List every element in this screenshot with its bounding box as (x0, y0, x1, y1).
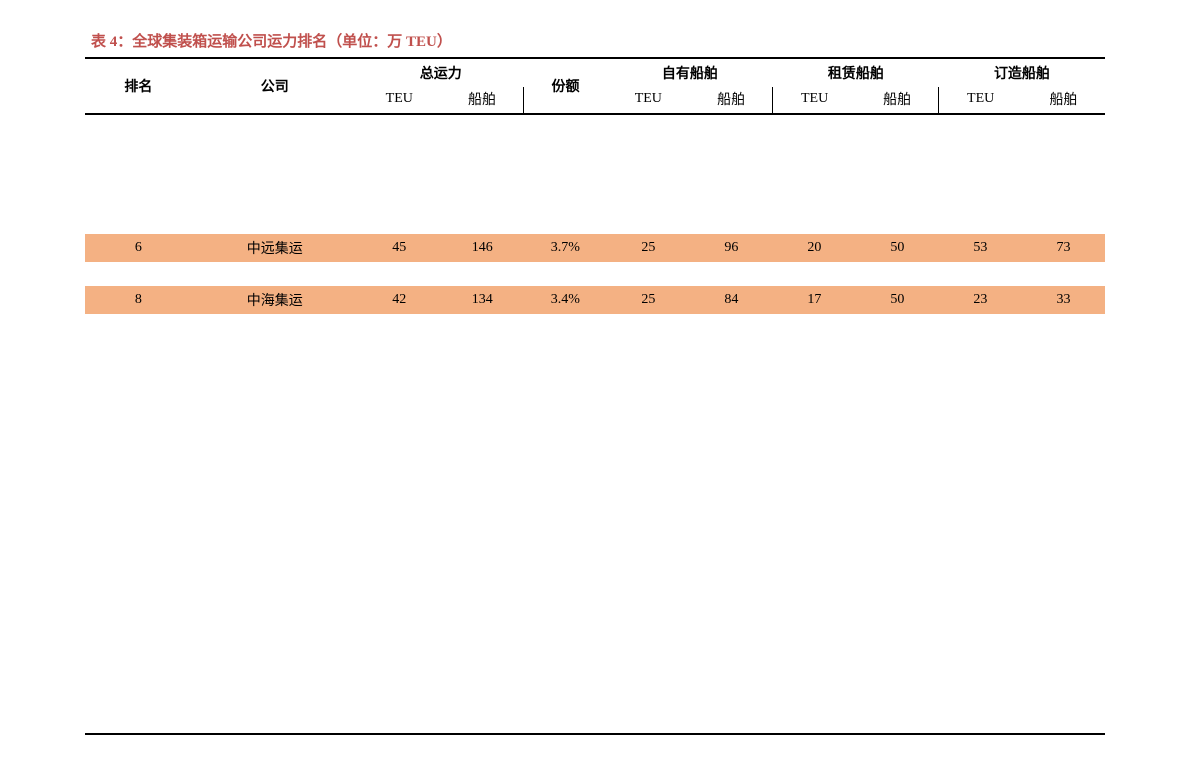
subcol-leased-teu: TEU (773, 87, 856, 114)
cell-owned-ships: 84 (690, 286, 773, 314)
cell-ordered-teu: 23 (939, 286, 1022, 314)
cell-company: 中远集运 (192, 234, 358, 262)
blank-row (85, 186, 1105, 210)
col-group-owned: 自有船舶 (607, 58, 773, 87)
cell-owned-ships: 96 (690, 234, 773, 262)
subcol-owned-ships: 船舶 (690, 87, 773, 114)
col-group-leased: 租赁船舶 (773, 58, 939, 87)
table-title: 表 4：全球集装箱运输公司运力排名（单位：万 TEU） (85, 30, 1105, 51)
subcol-leased-ships: 船舶 (856, 87, 939, 114)
cell-company: 中海集运 (192, 286, 358, 314)
cell-rank: 8 (85, 286, 192, 314)
blank-region (85, 314, 1105, 734)
col-share: 份额 (524, 58, 607, 114)
subcol-total-teu: TEU (358, 87, 441, 114)
blank-row (85, 210, 1105, 234)
cell-ordered-ships: 73 (1022, 234, 1105, 262)
cell-share: 3.4% (524, 286, 607, 314)
subcol-ordered-ships: 船舶 (1022, 87, 1105, 114)
cell-leased-teu: 17 (773, 286, 856, 314)
cell-total-teu: 42 (358, 286, 441, 314)
col-group-ordered: 订造船舶 (939, 58, 1105, 87)
cell-total-ships: 134 (441, 286, 524, 314)
blank-row (85, 262, 1105, 286)
capacity-ranking-table: 排名 公司 总运力 份额 自有船舶 租赁船舶 订造船舶 TEU 船舶 TEU 船… (85, 57, 1105, 735)
table-row: 8中海集运421343.4%258417502333 (85, 286, 1105, 314)
table-header: 排名 公司 总运力 份额 自有船舶 租赁船舶 订造船舶 TEU 船舶 TEU 船… (85, 58, 1105, 114)
cell-rank: 6 (85, 234, 192, 262)
table-row: 6中远集运451463.7%259620505373 (85, 234, 1105, 262)
cell-total-teu: 45 (358, 234, 441, 262)
subcol-ordered-teu: TEU (939, 87, 1022, 114)
cell-share: 3.7% (524, 234, 607, 262)
col-group-total: 总运力 (358, 58, 524, 87)
col-rank: 排名 (85, 58, 192, 114)
cell-leased-ships: 50 (856, 286, 939, 314)
cell-ordered-ships: 33 (1022, 286, 1105, 314)
cell-leased-ships: 50 (856, 234, 939, 262)
subcol-owned-teu: TEU (607, 87, 690, 114)
cell-owned-teu: 25 (607, 234, 690, 262)
blank-row (85, 162, 1105, 186)
cell-leased-teu: 20 (773, 234, 856, 262)
blank-row (85, 114, 1105, 138)
cell-total-ships: 146 (441, 234, 524, 262)
col-company: 公司 (192, 58, 358, 114)
cell-owned-teu: 25 (607, 286, 690, 314)
cell-ordered-teu: 53 (939, 234, 1022, 262)
subcol-total-ships: 船舶 (441, 87, 524, 114)
table-body: 6中远集运451463.7%259620505373 8中海集运421343.4%… (85, 114, 1105, 734)
blank-row (85, 138, 1105, 162)
